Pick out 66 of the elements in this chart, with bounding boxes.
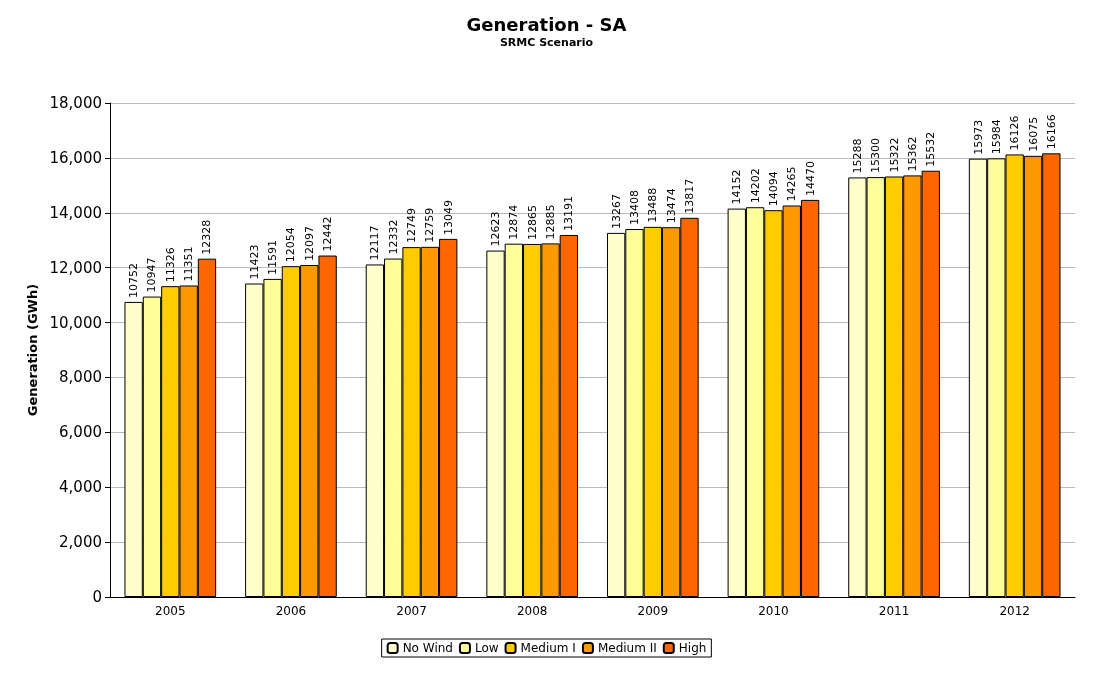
data-label: 11351 [182, 246, 196, 282]
data-label: 12442 [321, 216, 335, 252]
data-label: 11326 [163, 247, 177, 283]
data-label: 13049 [441, 199, 455, 235]
data-label: 12874 [507, 204, 521, 240]
data-label: 12332 [386, 219, 400, 255]
data-label: 15973 [971, 119, 985, 155]
y-tick-label: 12,000 [49, 258, 102, 277]
data-label: 13408 [627, 190, 641, 226]
x-tick-label: 2010 [758, 604, 789, 618]
data-label: 16126 [1008, 115, 1022, 151]
x-tick-label: 2012 [999, 604, 1030, 618]
data-label: 12097 [302, 226, 316, 261]
legend-label: Low [474, 641, 499, 655]
data-label: 14202 [748, 168, 762, 204]
data-label: 12054 [284, 227, 298, 263]
data-label: 11423 [247, 244, 261, 280]
data-label: 12759 [423, 207, 437, 243]
data-label: 13474 [664, 188, 678, 224]
data-label: 10947 [145, 257, 159, 293]
y-tick-label: 14,000 [49, 203, 102, 222]
data-label: 13267 [609, 193, 623, 229]
data-label: 11591 [266, 239, 280, 275]
y-tick-label: 18,000 [49, 94, 102, 112]
y-tick-label: 6,000 [59, 423, 102, 442]
data-label: 13191 [562, 195, 576, 231]
x-tick-label: 2009 [637, 604, 669, 618]
chart-subtitle: SRMC Scenario [499, 36, 594, 49]
x-tick-label: 2006 [275, 604, 307, 618]
data-label: 12885 [544, 204, 558, 240]
x-tick-label: 2011 [878, 604, 910, 618]
data-label: 16075 [1026, 116, 1040, 152]
data-label: 15300 [869, 138, 883, 174]
y-axis-title: Generation (GWh) [24, 283, 40, 417]
x-tick-label: 2008 [516, 604, 548, 618]
data-label: 16166 [1044, 114, 1058, 150]
x-tick-label: 2005 [155, 604, 186, 618]
data-label: 10752 [127, 262, 141, 298]
data-label: 13488 [646, 187, 660, 223]
data-label: 14470 [803, 160, 817, 196]
legend-label: No Wind [402, 641, 453, 655]
y-tick-label: 10,000 [49, 313, 102, 332]
data-label: 15288 [850, 138, 864, 174]
legend-label: Medium II [597, 641, 657, 655]
data-label: 15532 [924, 131, 938, 167]
data-label: 12623 [489, 211, 503, 247]
y-tick-label: 2,000 [59, 533, 102, 552]
legend-label: High [678, 641, 707, 655]
data-label: 12865 [525, 204, 539, 240]
y-tick-label: 0 [92, 588, 102, 606]
data-label: 14094 [766, 171, 780, 207]
data-label: 14265 [785, 166, 799, 202]
data-label: 15362 [905, 136, 919, 172]
data-label: 12328 [200, 219, 214, 255]
data-label: 13817 [682, 178, 696, 214]
data-label: 15984 [989, 119, 1003, 155]
x-tick-label: 2007 [396, 604, 427, 618]
y-tick-label: 8,000 [59, 368, 102, 387]
y-tick-label: 4,000 [59, 478, 102, 497]
data-label: 15322 [887, 137, 901, 173]
data-label: 12749 [405, 208, 419, 244]
y-tick-label: 16,000 [49, 148, 102, 167]
legend-label: Medium I [520, 641, 576, 655]
chart-title: Generation - SA [466, 13, 627, 35]
data-label: 14152 [730, 169, 744, 205]
data-label: 12117 [368, 225, 382, 261]
